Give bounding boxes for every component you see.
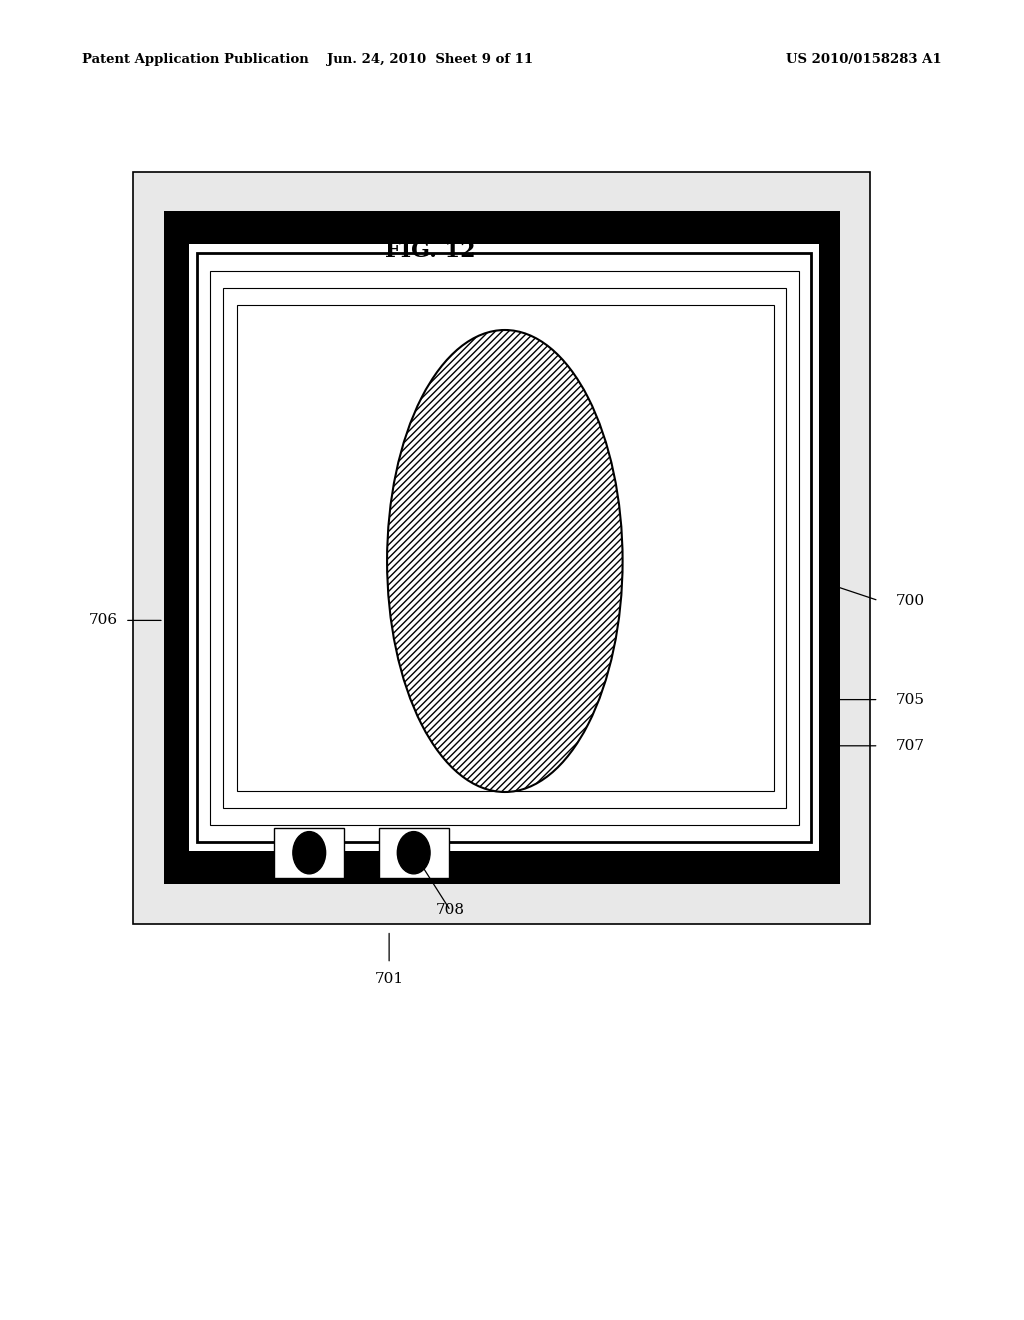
Text: 701: 701 <box>375 972 403 986</box>
Text: 705: 705 <box>896 693 925 706</box>
Bar <box>189 244 819 851</box>
Bar <box>379 828 449 878</box>
Text: FIG. 12: FIG. 12 <box>385 240 475 261</box>
Text: 706: 706 <box>89 614 118 627</box>
Text: 707: 707 <box>896 739 925 752</box>
Text: US 2010/0158283 A1: US 2010/0158283 A1 <box>786 53 942 66</box>
Text: 708: 708 <box>436 903 465 917</box>
Text: Jun. 24, 2010  Sheet 9 of 11: Jun. 24, 2010 Sheet 9 of 11 <box>327 53 534 66</box>
Circle shape <box>397 832 430 874</box>
Ellipse shape <box>387 330 623 792</box>
Bar <box>164 211 840 884</box>
Bar <box>133 172 870 924</box>
Circle shape <box>293 832 326 874</box>
Text: 700: 700 <box>896 594 925 607</box>
Text: Patent Application Publication: Patent Application Publication <box>82 53 308 66</box>
Bar <box>223 288 786 808</box>
Bar <box>237 305 774 791</box>
Bar <box>210 271 799 825</box>
Bar <box>246 317 765 779</box>
Bar <box>197 253 811 842</box>
Bar <box>274 828 344 878</box>
